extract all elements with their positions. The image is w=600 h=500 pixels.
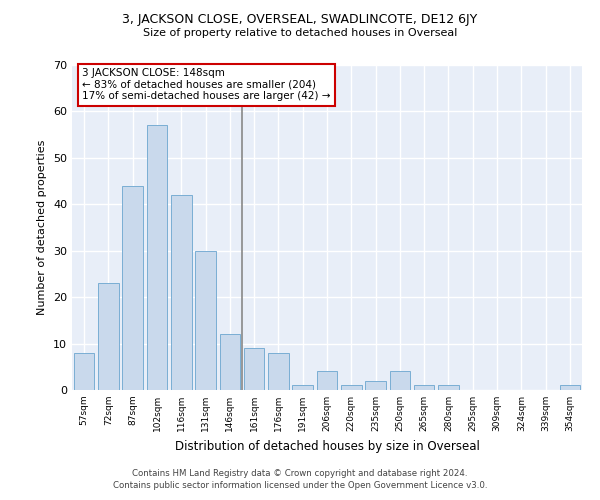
X-axis label: Distribution of detached houses by size in Overseal: Distribution of detached houses by size … xyxy=(175,440,479,452)
Bar xyxy=(292,386,313,390)
Bar xyxy=(389,372,410,390)
Bar xyxy=(244,348,265,390)
Bar xyxy=(317,372,337,390)
Text: 3, JACKSON CLOSE, OVERSEAL, SWADLINCOTE, DE12 6JY: 3, JACKSON CLOSE, OVERSEAL, SWADLINCOTE,… xyxy=(122,12,478,26)
Bar xyxy=(146,126,167,390)
Bar xyxy=(341,386,362,390)
Bar xyxy=(195,250,216,390)
Text: 3 JACKSON CLOSE: 148sqm
← 83% of detached houses are smaller (204)
17% of semi-d: 3 JACKSON CLOSE: 148sqm ← 83% of detache… xyxy=(82,68,331,102)
Bar xyxy=(74,353,94,390)
Bar xyxy=(98,283,119,390)
Bar xyxy=(365,380,386,390)
Text: Contains public sector information licensed under the Open Government Licence v3: Contains public sector information licen… xyxy=(113,481,487,490)
Text: Size of property relative to detached houses in Overseal: Size of property relative to detached ho… xyxy=(143,28,457,38)
Bar xyxy=(268,353,289,390)
Bar xyxy=(414,386,434,390)
Y-axis label: Number of detached properties: Number of detached properties xyxy=(37,140,47,315)
Bar xyxy=(560,386,580,390)
Bar xyxy=(122,186,143,390)
Text: Contains HM Land Registry data © Crown copyright and database right 2024.: Contains HM Land Registry data © Crown c… xyxy=(132,468,468,477)
Bar xyxy=(171,195,191,390)
Bar xyxy=(438,386,459,390)
Bar xyxy=(220,334,240,390)
